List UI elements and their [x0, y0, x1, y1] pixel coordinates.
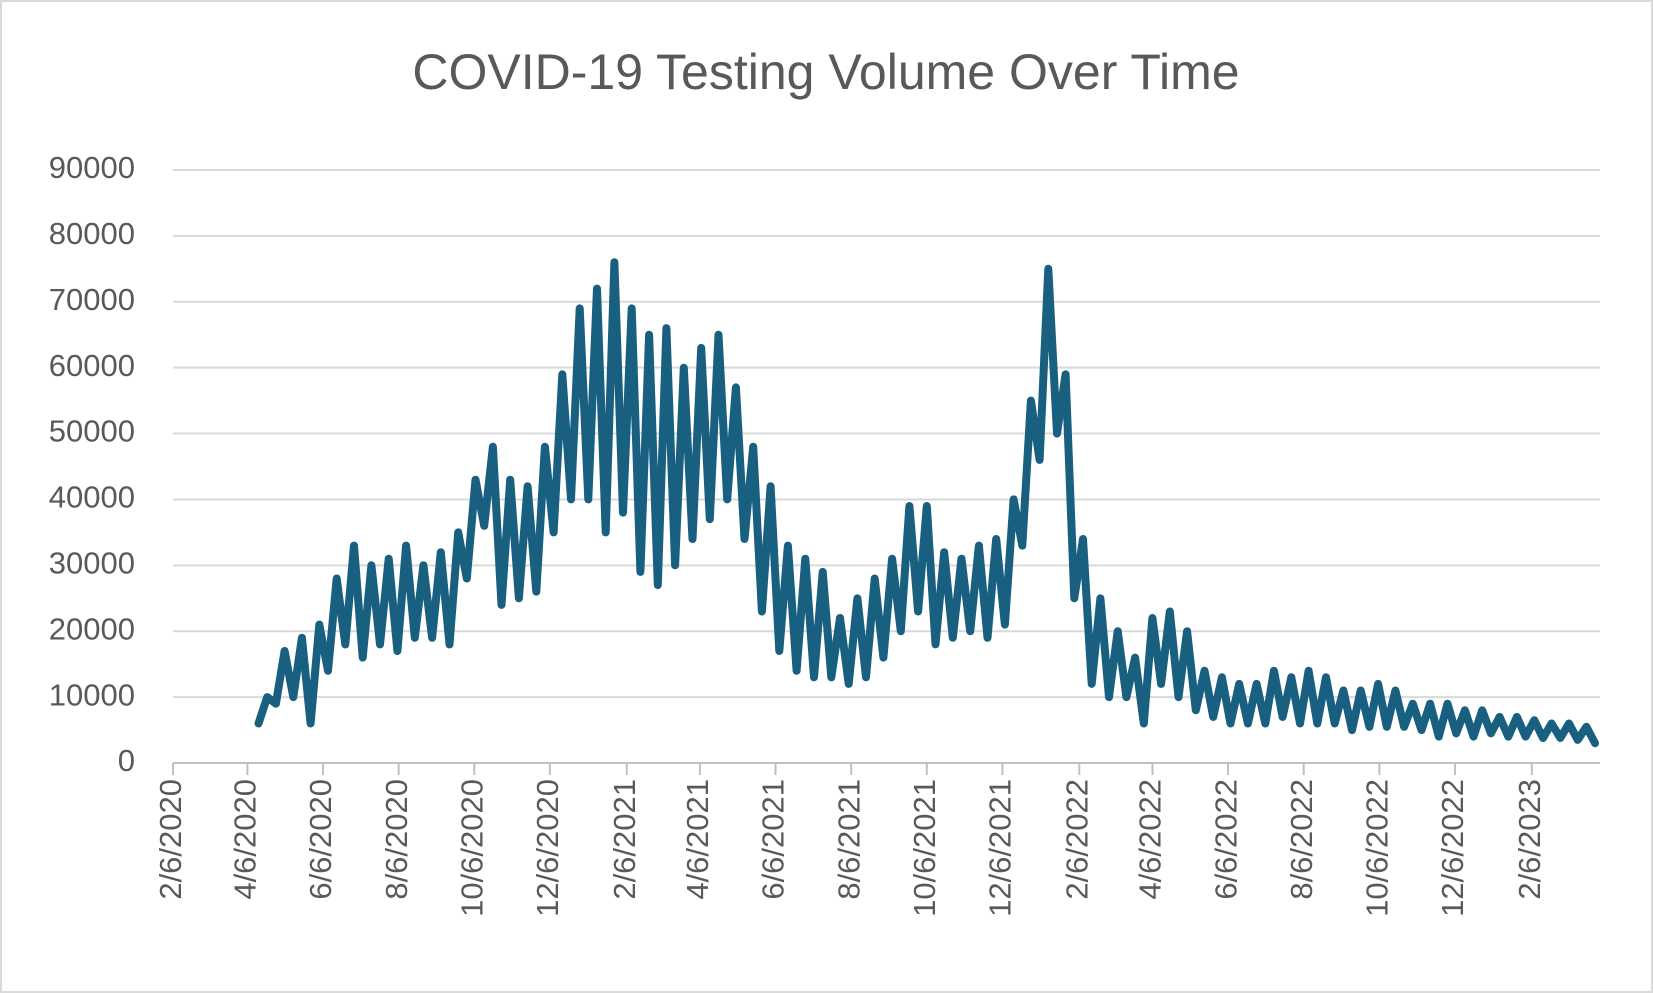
x-tick-label: 6/6/2021 — [756, 779, 791, 900]
y-tick-label: 20000 — [49, 611, 135, 646]
x-tick-label: 2/6/2020 — [153, 779, 188, 900]
x-tick-label: 12/6/2021 — [983, 779, 1018, 917]
x-tick-label: 4/6/2021 — [680, 779, 715, 900]
y-tick-label: 0 — [118, 743, 135, 778]
x-tick-label: 10/6/2020 — [454, 779, 489, 917]
y-tick-label: 80000 — [49, 216, 135, 251]
x-tick-label: 10/6/2021 — [907, 779, 942, 917]
x-tick-label: 6/6/2020 — [303, 779, 338, 900]
x-tick-label: 12/6/2020 — [530, 779, 565, 917]
y-tick-label: 40000 — [49, 480, 135, 515]
y-tick-label: 70000 — [49, 282, 135, 317]
x-tick-label: 2/6/2023 — [1512, 779, 1547, 900]
x-tick-label: 4/6/2020 — [228, 779, 263, 900]
x-tick-label: 10/6/2022 — [1360, 779, 1395, 917]
x-tick-label: 8/6/2020 — [379, 779, 414, 900]
x-tick-label: 4/6/2022 — [1133, 779, 1168, 900]
data-line — [254, 258, 1599, 748]
x-tick-label: 8/6/2022 — [1284, 779, 1319, 900]
x-tick-label: 6/6/2022 — [1208, 779, 1243, 900]
y-tick-label: 30000 — [49, 546, 135, 581]
y-tick-label: 90000 — [49, 150, 135, 185]
x-tick-label: 12/6/2022 — [1435, 779, 1470, 917]
y-tick-label: 50000 — [49, 414, 135, 449]
x-tick-label: 2/6/2021 — [607, 779, 642, 900]
chart-title: COVID-19 Testing Volume Over Time — [412, 44, 1239, 100]
y-tick-label: 10000 — [49, 677, 135, 712]
x-tick-label: 8/6/2021 — [831, 779, 866, 900]
y-tick-label: 60000 — [49, 348, 135, 383]
x-tick-label: 2/6/2022 — [1059, 779, 1094, 900]
